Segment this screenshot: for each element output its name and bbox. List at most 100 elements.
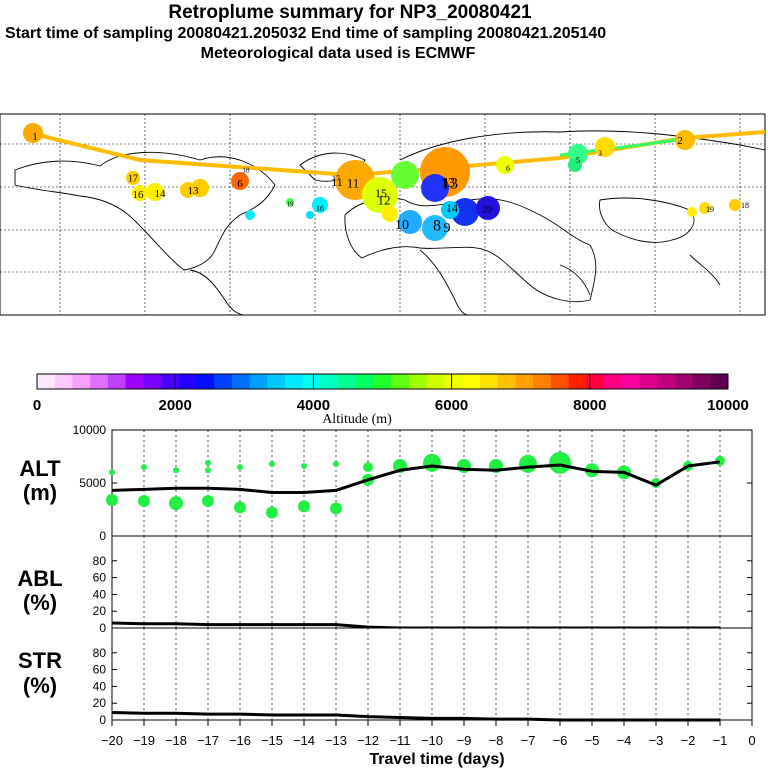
x-tick-label: −5	[585, 733, 600, 748]
colorbar-swatch	[355, 374, 375, 389]
x-tick-label: −14	[293, 733, 315, 748]
colorbar-swatch	[249, 374, 268, 389]
x-tick-label: −4	[617, 733, 632, 748]
colorbar-swatch	[639, 374, 658, 389]
str-series: 80 60 40 20 0	[93, 628, 752, 727]
map-day-label: 18	[243, 166, 251, 174]
x-tick-label: −1	[713, 733, 728, 748]
plume-blob	[286, 198, 294, 206]
plume-blob	[568, 158, 582, 172]
plume-blob	[595, 137, 615, 157]
colorbar-swatch	[444, 374, 463, 389]
colorbar-swatch	[338, 374, 357, 389]
map-day-label: 18	[741, 201, 749, 210]
colorbar-swatch	[125, 374, 144, 389]
plume-blob	[132, 185, 148, 201]
x-tick-label: 0	[748, 733, 755, 748]
colorbar-swatch	[692, 374, 711, 389]
alt-panel-frame	[111, 429, 753, 537]
y-tick-label: 0	[99, 529, 106, 543]
abl-axis-label: ABL	[17, 566, 62, 591]
map-day-label: 11	[347, 176, 360, 191]
plume-blob	[441, 201, 459, 219]
y-tick-label: 20	[93, 604, 107, 618]
data-point	[266, 506, 278, 519]
x-tick-label: −6	[553, 733, 568, 748]
data-point	[715, 455, 725, 466]
x-tick-label: −7	[521, 733, 536, 748]
map-day-label: 14	[446, 201, 458, 215]
plume-blob	[180, 182, 196, 198]
colorbar-swatch	[285, 374, 304, 389]
colorbar-swatch	[320, 374, 339, 389]
data-point	[234, 501, 246, 514]
data-point	[205, 459, 211, 466]
colorbar-swatch	[214, 374, 233, 389]
data-point	[169, 496, 183, 511]
plume-blob	[687, 207, 697, 217]
x-tick-label: −15	[261, 733, 283, 748]
colorbar-tick-label: 10000	[707, 397, 749, 414]
y-tick-label: 20	[93, 696, 107, 710]
map-day-label: 13	[442, 176, 458, 193]
map-day-label: 19	[287, 200, 295, 208]
alt-axis-unit: (m)	[23, 480, 57, 505]
plume-blob	[382, 206, 398, 222]
x-tick-label: −20	[101, 733, 123, 748]
x-tick-label: −2	[681, 733, 696, 748]
series-line	[111, 460, 721, 495]
colorbar-swatch	[550, 374, 570, 389]
plume-blob	[675, 130, 695, 150]
map-day-label: 10	[395, 218, 409, 233]
plume-blob	[391, 161, 419, 189]
colorbar-swatch	[621, 374, 640, 389]
colorbar-swatch	[568, 374, 587, 389]
map-day-label: 6	[506, 164, 510, 173]
data-point	[549, 451, 571, 474]
data-point	[301, 463, 307, 470]
plume-blob	[146, 183, 164, 201]
chart-title: Retroplume summary for NP3_20080421	[168, 2, 532, 23]
data-point	[109, 469, 115, 476]
colorbar-swatch	[603, 374, 623, 389]
data-point	[202, 495, 214, 508]
colorbar-swatch	[196, 374, 215, 389]
alt-axis-label: ALT	[19, 456, 61, 481]
altitude-colorbar: 0 2000 4000 6000 8000 10000	[33, 373, 749, 414]
colorbar-tick-label: 4000	[297, 397, 330, 414]
abl-axis-unit: (%)	[23, 590, 57, 615]
plume-blob	[312, 197, 328, 213]
map-day-label: 6	[237, 178, 243, 190]
colorbar-swatch	[710, 374, 729, 389]
meteorological-data-note: Meteorological data used is ECMWF	[200, 45, 476, 62]
x-tick-label: −9	[457, 733, 472, 748]
map-day-label: 8	[433, 218, 441, 235]
map-day-label: 17	[332, 174, 340, 183]
x-tick-label: −3	[649, 733, 664, 748]
plume-blob	[231, 172, 249, 190]
data-point	[519, 454, 537, 473]
map-day-label: 13	[441, 176, 455, 191]
data-point	[106, 493, 118, 506]
x-tick-label: −13	[325, 733, 347, 748]
data-point	[138, 495, 150, 508]
x-tick-label: −8	[489, 733, 504, 748]
map-day-label: 3	[598, 149, 602, 158]
plume-blob	[306, 211, 314, 219]
y-tick-label: 40	[93, 679, 107, 693]
x-tick-label: −18	[165, 733, 187, 748]
colorbar-swatch	[54, 374, 73, 389]
plume-blob	[23, 123, 43, 143]
x-tick-label: −11	[389, 733, 410, 748]
x-axis-label: Travel time (days)	[369, 751, 504, 768]
colorbar-tick-label: 8000	[573, 397, 606, 414]
map-day-label: 12	[378, 193, 391, 208]
data-point	[269, 460, 275, 467]
map-day-label: 19	[706, 205, 714, 214]
map-day-label: 14	[155, 188, 167, 200]
plume-blob	[245, 210, 255, 220]
map-day-label: 1	[32, 131, 38, 143]
data-point	[141, 464, 147, 471]
